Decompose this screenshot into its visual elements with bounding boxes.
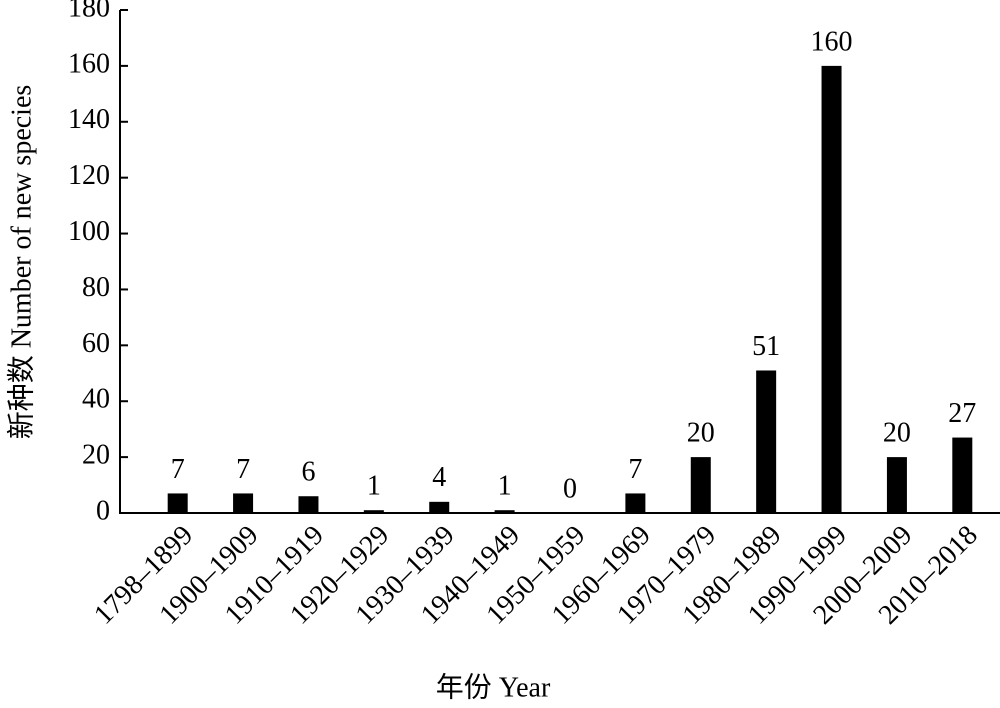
value-label: 7 bbox=[171, 454, 185, 485]
bar bbox=[625, 493, 646, 513]
bar bbox=[167, 493, 188, 513]
y-tick-label: 120 bbox=[68, 160, 110, 191]
bar bbox=[690, 457, 711, 513]
value-label: 6 bbox=[301, 457, 315, 488]
y-tick-label: 160 bbox=[68, 48, 110, 79]
y-axis-title: 新种数 Number of new species bbox=[5, 85, 37, 440]
y-tick-label: 140 bbox=[68, 104, 110, 135]
bar bbox=[298, 496, 319, 513]
bar bbox=[494, 510, 515, 513]
value-label: 51 bbox=[752, 331, 780, 362]
bar bbox=[886, 457, 907, 513]
value-label: 1 bbox=[367, 471, 381, 502]
x-axis-title: 年份 Year bbox=[436, 671, 551, 703]
bar bbox=[233, 493, 254, 513]
value-label: 20 bbox=[687, 418, 715, 449]
y-tick-label: 60 bbox=[82, 328, 110, 359]
bar bbox=[429, 501, 450, 513]
value-label: 27 bbox=[948, 398, 976, 429]
bar bbox=[363, 510, 384, 513]
y-tick-label: 180 bbox=[68, 0, 110, 23]
value-label: 4 bbox=[432, 462, 446, 493]
y-tick-label: 0 bbox=[96, 495, 110, 526]
bar bbox=[756, 370, 777, 513]
value-label: 7 bbox=[236, 454, 250, 485]
value-label: 7 bbox=[628, 454, 642, 485]
value-label: 0 bbox=[563, 473, 577, 504]
value-label: 20 bbox=[883, 418, 911, 449]
bar bbox=[821, 65, 842, 513]
bar bbox=[952, 437, 973, 513]
value-label: 160 bbox=[811, 26, 853, 57]
y-tick-label: 80 bbox=[82, 272, 110, 303]
value-label: 1 bbox=[498, 471, 512, 502]
y-tick-label: 100 bbox=[68, 216, 110, 247]
y-tick-label: 40 bbox=[82, 384, 110, 415]
y-tick-label: 20 bbox=[82, 440, 110, 471]
